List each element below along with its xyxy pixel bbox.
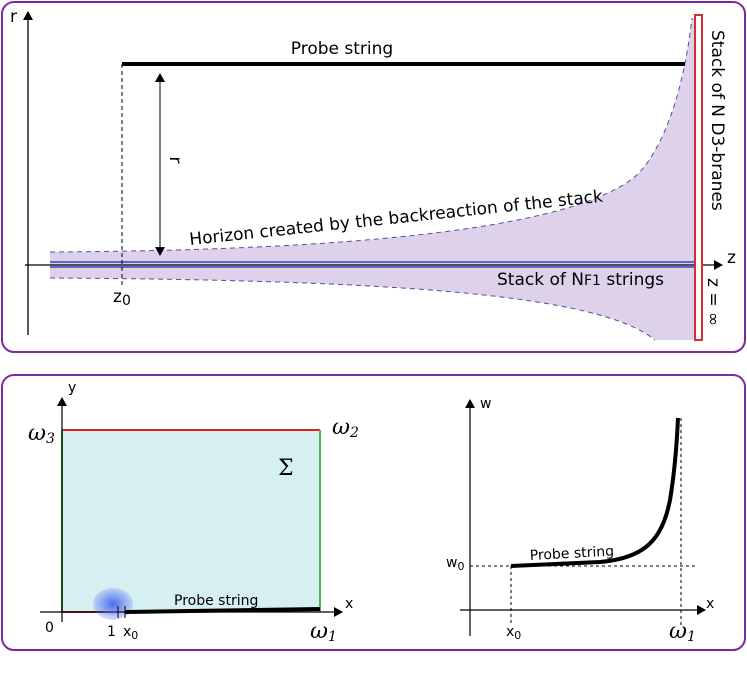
x0-sub: 0 bbox=[131, 629, 138, 642]
omega1: ω1 bbox=[310, 619, 337, 645]
d3-branes bbox=[694, 14, 703, 341]
x0-main: x bbox=[123, 624, 131, 640]
omega-main: ω bbox=[669, 619, 687, 644]
r-axis-label: r bbox=[10, 7, 17, 27]
x0-main: x bbox=[506, 624, 514, 640]
omega3: ω3 bbox=[28, 421, 55, 447]
top-panel bbox=[1, 1, 746, 353]
strings-sub: F1 bbox=[584, 273, 601, 289]
distance-label: r bbox=[165, 157, 185, 164]
probe-label: Probe string bbox=[291, 39, 393, 59]
w0-sub: 0 bbox=[457, 560, 464, 573]
bottom-panel bbox=[1, 374, 746, 651]
sigma: Σ bbox=[278, 456, 294, 481]
branes-label: Stack of N D3-branes bbox=[707, 30, 727, 211]
omega-sub: 1 bbox=[687, 629, 696, 645]
omega-sub: 1 bbox=[328, 629, 337, 645]
x0: x0 bbox=[123, 624, 138, 642]
one: 1 bbox=[107, 624, 116, 640]
x-axis-label: x bbox=[706, 596, 714, 612]
probe-label: Probe string bbox=[529, 544, 614, 564]
strings-suffix: strings bbox=[601, 270, 664, 290]
origin: 0 bbox=[45, 620, 54, 636]
w0: w0 bbox=[446, 555, 464, 573]
omega-main: ω bbox=[310, 619, 328, 644]
probe-string bbox=[124, 607, 321, 614]
z-axis-label: z bbox=[727, 248, 736, 268]
horizon-lower bbox=[49, 277, 656, 341]
z0-sub: 0 bbox=[122, 293, 131, 309]
omega2: ω2 bbox=[332, 415, 359, 441]
sigma-region bbox=[62, 430, 320, 612]
probe-curve bbox=[510, 417, 680, 568]
omega-sub: 2 bbox=[349, 425, 359, 441]
probe-label: Probe string bbox=[174, 593, 258, 609]
x-axis-label: x bbox=[345, 596, 353, 612]
blob bbox=[93, 588, 133, 620]
z0-label: z0 bbox=[113, 287, 131, 309]
omega-main: ω bbox=[28, 421, 46, 446]
strings-label: Stack of NF1 strings bbox=[497, 270, 664, 290]
strings-prefix: Stack of N bbox=[497, 270, 584, 290]
w0-main: w bbox=[446, 555, 457, 571]
x0-sub: 0 bbox=[514, 629, 521, 642]
z-infinity: z = ∞ bbox=[703, 278, 723, 326]
omega-main: ω bbox=[332, 415, 350, 440]
w-axis-label: w bbox=[480, 396, 491, 412]
omega1: ω1 bbox=[669, 619, 696, 645]
y-axis-label: y bbox=[68, 380, 76, 396]
omega-sub: 3 bbox=[46, 431, 55, 447]
horizon-region bbox=[50, 18, 695, 340]
x0: x0 bbox=[506, 624, 521, 642]
z0-main: z bbox=[113, 287, 122, 307]
